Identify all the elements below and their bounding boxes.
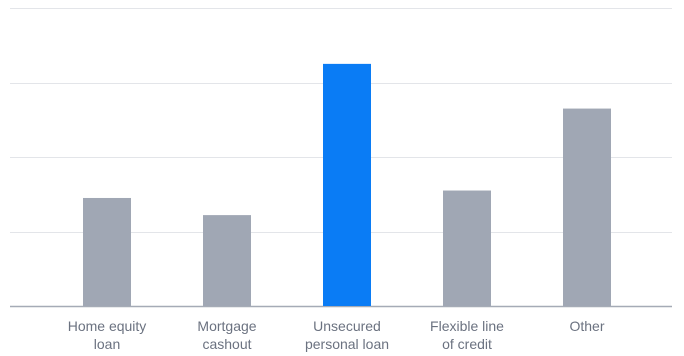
x-tick-label-line: of credit: [442, 336, 492, 352]
x-axis-labels: Home equity loan Mortgage cashout Unsecured p…: [68, 318, 605, 352]
x-tick-label-line: Mortgage: [197, 318, 256, 334]
x-tick-label-line: personal loan: [305, 336, 389, 352]
bar-4: [563, 108, 611, 306]
x-tick-label-1: Mortgage cashout: [197, 318, 256, 352]
bar-3: [443, 190, 491, 306]
x-tick-label-line: Flexible line: [430, 318, 504, 334]
x-tick-label-line: Unsecured: [313, 318, 381, 334]
bar-1: [203, 215, 251, 306]
x-tick-label-3: Flexible line of credit: [430, 318, 504, 352]
bar-0: [83, 197, 131, 306]
x-tick-label-line: Other: [569, 318, 604, 334]
bars: [83, 63, 611, 306]
x-tick-label-4: Other: [569, 318, 604, 334]
x-tick-label-line: Home equity: [68, 318, 147, 334]
x-tick-label-line: cashout: [202, 336, 251, 352]
x-tick-label-2: Unsecured personal loan: [305, 318, 389, 352]
bar-2: [323, 63, 371, 306]
x-tick-label-0: Home equity loan: [68, 318, 147, 352]
x-tick-label-line: loan: [94, 336, 120, 352]
